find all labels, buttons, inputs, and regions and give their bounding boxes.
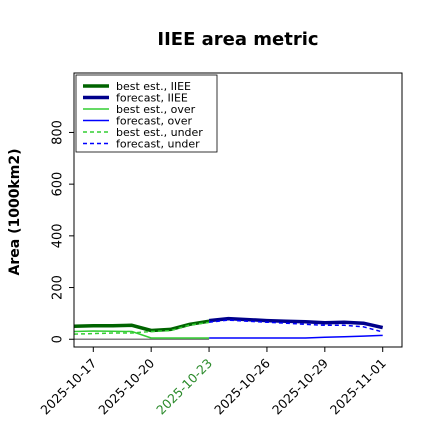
legend-label: forecast, under	[116, 138, 200, 151]
x-tick-label: 2025-10-26	[211, 355, 273, 417]
legend-box	[75, 74, 218, 153]
y-tick-label: 800	[51, 120, 66, 145]
series-line	[73, 321, 210, 335]
y-tick-label: 200	[51, 275, 66, 300]
series-line	[208, 316, 384, 330]
y-tick-label: 400	[51, 223, 66, 248]
legend-label: forecast, over	[116, 115, 192, 128]
chart-title: IIEE area metric	[157, 29, 318, 50]
x-ticks: 2025-10-172025-10-202025-10-232025-10-26…	[37, 347, 389, 418]
y-tick-label: 0	[51, 335, 66, 343]
x-tick-label: 2025-10-20	[95, 355, 157, 417]
x-tick-label: 2025-10-29	[269, 355, 331, 417]
y-tick-label: 600	[51, 172, 66, 197]
y-axis-label: Area (1000km2)	[7, 149, 23, 276]
legend-label: best est., under	[116, 126, 203, 139]
y-ticks: 0 200 400 600 800	[51, 120, 74, 343]
series-layer	[73, 316, 384, 340]
x-tick-label: 2025-11-01	[327, 356, 389, 418]
series-line	[209, 319, 383, 333]
series-line	[73, 319, 210, 333]
series-line	[73, 330, 210, 339]
x-tick-label: 2025-10-17	[37, 356, 99, 418]
legend-label: best est., IIEE	[116, 80, 191, 93]
legend-label: forecast, IIEE	[116, 92, 188, 105]
x-tick-label: 2025-10-23	[153, 356, 215, 418]
legend-label: best est., over	[116, 103, 196, 116]
series-line	[209, 334, 383, 339]
axes-frame	[73, 72, 403, 348]
